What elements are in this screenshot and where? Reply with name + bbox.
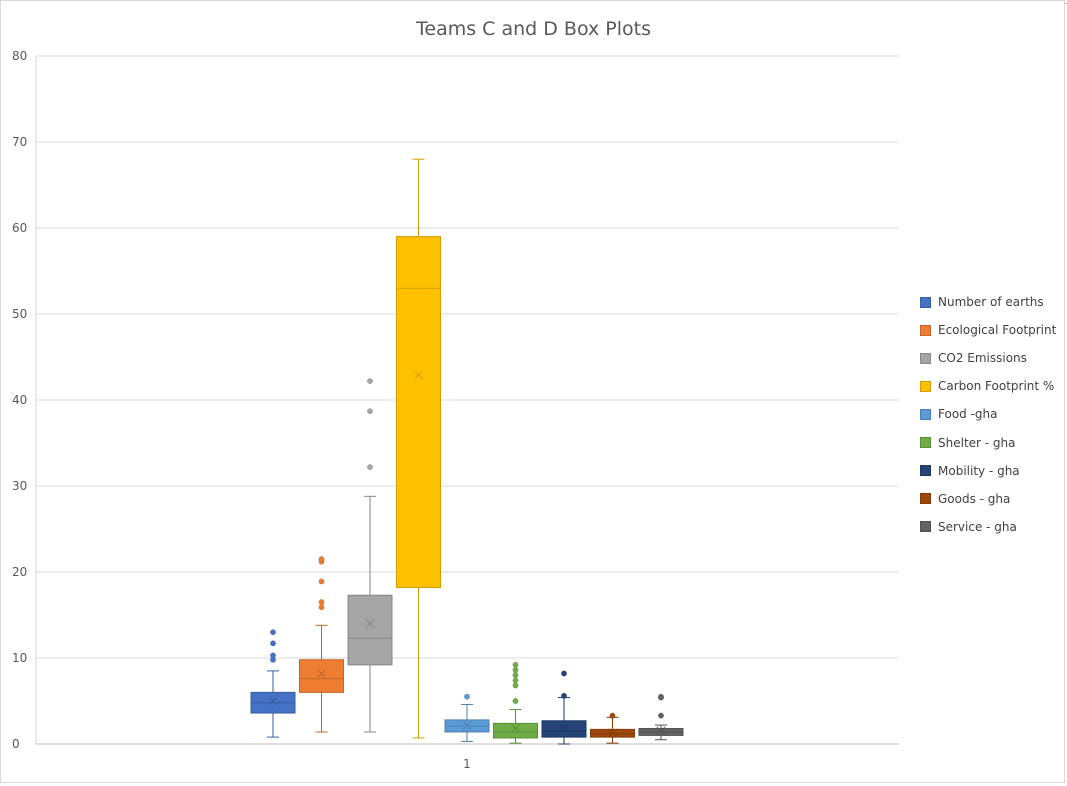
mean-marker <box>559 724 569 733</box>
outlier-point <box>270 640 276 647</box>
outlier-point <box>561 692 567 699</box>
box-shelter-gha <box>493 662 538 744</box>
y-tick-label-30: 30 <box>12 479 27 493</box>
y-tick-label-40: 40 <box>12 393 27 407</box>
iqr-box <box>493 722 538 739</box>
outlier-point <box>464 693 470 700</box>
legend-label: CO2 Emissions <box>938 351 1027 366</box>
mean-marker <box>608 728 617 738</box>
outlier-point <box>512 677 519 684</box>
iqr-box <box>347 594 393 666</box>
legend-swatch <box>920 437 931 449</box>
outlier-point <box>367 378 373 384</box>
legend-label: Shelter - gha <box>938 435 1016 450</box>
mean-marker <box>462 720 472 730</box>
outlier-point <box>318 604 325 611</box>
outlier-point <box>318 556 325 562</box>
box-food-gha <box>444 693 490 742</box>
outlier-point <box>512 682 519 689</box>
legend-item-carbon-footprint-: Carbon Footprint % <box>920 372 1056 400</box>
legend-swatch <box>920 408 931 420</box>
legend: Number of earths Ecological Footprint CO2 … <box>920 288 1056 541</box>
legend-item-service-gha: Service - gha <box>920 513 1056 541</box>
legend-label: Service - gha <box>938 519 1017 534</box>
y-tick-label-10: 10 <box>12 651 27 665</box>
legend-swatch <box>920 380 931 392</box>
chart-title: Teams C and D Box Plots <box>416 18 651 40</box>
mean-marker <box>414 370 423 380</box>
y-tick-label-50: 50 <box>12 307 27 321</box>
y-axis-tick-labels: 0 10 20 30 40 50 60 70 80 <box>12 49 27 751</box>
box-mobility-gha <box>541 670 587 745</box>
box-service-gha <box>638 693 684 741</box>
mean-marker <box>365 619 375 628</box>
x-axis: 1 <box>36 743 899 771</box>
legend-swatch <box>920 296 931 308</box>
legend-item-co2-emissions: CO2 Emissions <box>920 344 1056 372</box>
legend-item-shelter-gha: Shelter - gha <box>920 428 1056 456</box>
outlier-point <box>367 464 373 470</box>
y-tick-label-0: 0 <box>12 737 20 751</box>
outlier-point <box>512 662 519 668</box>
outlier-point <box>658 712 664 719</box>
y-tick-label-80: 80 <box>12 49 27 63</box>
legend-swatch <box>920 324 931 336</box>
outlier-point <box>512 667 519 673</box>
legend-item-mobility-gha: Mobility - gha <box>920 457 1056 485</box>
y-tick-label-70: 70 <box>12 135 27 149</box>
legend-label: Ecological Footprint <box>938 323 1057 338</box>
legend-swatch <box>920 352 931 364</box>
outlier-point <box>512 672 519 679</box>
y-tick-label-60: 60 <box>12 221 27 235</box>
outlier-point <box>512 698 519 704</box>
outlier-point <box>561 670 567 677</box>
legend-label: Carbon Footprint % <box>938 379 1055 394</box>
box-series <box>250 158 684 745</box>
legend-label: Number of earths <box>938 295 1044 310</box>
outlier-point <box>658 693 664 700</box>
mean-marker <box>511 724 520 733</box>
box-goods-gha <box>590 712 635 744</box>
legend-label: Mobility - gha <box>938 463 1020 478</box>
box-ecological-footprint <box>299 556 344 733</box>
outlier-point <box>270 629 276 636</box>
mean-marker <box>656 726 666 736</box>
box-carbon-footprint- <box>396 158 441 739</box>
outlier-point <box>270 652 276 659</box>
legend-item-food-gha: Food -gha <box>920 400 1056 428</box>
outlier-point <box>609 712 616 719</box>
gridlines <box>35 55 899 745</box>
legend-swatch <box>920 465 931 477</box>
box-co2-emissions <box>347 378 393 733</box>
iqr-box <box>299 659 344 693</box>
outlier-point <box>318 599 325 605</box>
legend-label: Goods - gha <box>938 491 1011 506</box>
legend-label: Food -gha <box>938 407 998 422</box>
box-number-of-earths <box>250 629 296 738</box>
legend-item-ecological-footprint: Ecological Footprint <box>920 316 1056 344</box>
x-tick-label-1: 1 <box>463 757 471 771</box>
legend-swatch <box>920 493 931 505</box>
mean-marker <box>268 696 278 706</box>
outlier-point <box>318 578 325 585</box>
outlier-point <box>367 408 373 415</box>
y-tick-label-20: 20 <box>12 565 27 579</box>
legend-item-goods-gha: Goods - gha <box>920 485 1056 513</box>
legend-item-number-of-earths: Number of earths <box>920 288 1056 316</box>
iqr-box <box>396 236 441 588</box>
legend-swatch <box>920 521 931 533</box>
mean-marker <box>317 669 326 678</box>
